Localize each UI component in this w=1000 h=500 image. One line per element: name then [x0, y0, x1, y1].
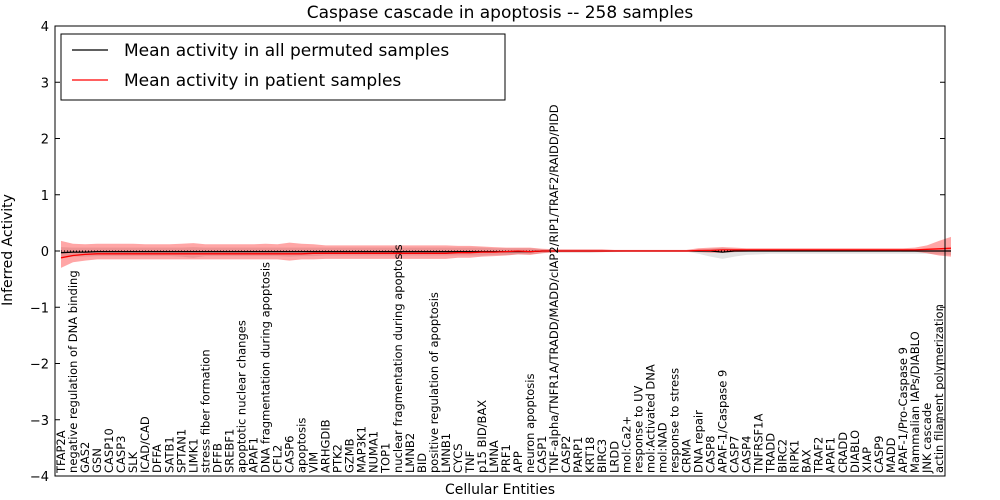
x-tick-label-12: stress fiber formation — [198, 349, 212, 473]
y-tick-label-8: 4 — [41, 20, 49, 35]
x-tick-label-39: neuron apoptosis — [523, 374, 537, 474]
x-tick-label-17: DNA fragmentation during apoptosis — [259, 262, 273, 473]
x-tick-label-51: response to stress — [667, 368, 681, 473]
x-tick-label-31: positive regulation of apoptosis — [427, 292, 441, 473]
legend-label-patient: Mean activity in patient samples — [124, 71, 401, 91]
x-tick-label-9: SATB1 — [162, 436, 176, 473]
x-tick-label-37: PRF1 — [499, 444, 513, 473]
y-axis-label: Inferred Activity — [0, 194, 16, 306]
x-tick-label-6: SLK — [126, 451, 140, 473]
x-tick-label-59: TRADD — [764, 433, 778, 474]
y-tick-label-7: 3 — [41, 76, 49, 91]
x-tick-label-62: BAX — [800, 449, 814, 473]
legend-box — [60, 33, 506, 101]
x-tick-label-70: APAF-1/Pro-Caspase 9 — [896, 347, 910, 473]
x-tick-label-60: BIRC2 — [776, 439, 790, 473]
x-tick-label-49: mol:Activated DNA — [643, 364, 657, 473]
series-band-1 — [61, 236, 951, 268]
x-tick-label-32: LMNB1 — [439, 433, 453, 473]
x-tick-label-45: BIRC3 — [595, 439, 609, 473]
x-tick-label-10: SPTAN1 — [174, 429, 188, 473]
x-tick-label-41: TNF-alpha/TNFR1A/TRADD/MADD/cIAP2/RIP1/T… — [547, 104, 561, 474]
x-tick-label-11: LIMK1 — [186, 438, 200, 473]
x-tick-label-4: CASP10 — [102, 428, 116, 473]
x-tick-label-47: mol:Ca2+ — [619, 416, 633, 473]
x-tick-label-21: VIM — [307, 452, 321, 473]
x-tick-label-24: GZMB — [343, 438, 357, 473]
y-tick-label-3: −1 — [30, 301, 49, 316]
x-tick-label-13: DFFB — [210, 443, 224, 473]
x-tick-label-56: CASP7 — [728, 436, 742, 473]
y-tick-label-6: 2 — [41, 133, 49, 148]
y-tick-label-5: 1 — [41, 189, 49, 204]
x-tick-label-34: TNF — [463, 451, 477, 474]
x-axis-label: Cellular Entities — [445, 482, 555, 498]
x-tick-label-50: mol:NAD — [655, 422, 669, 473]
x-tick-label-71: Mammalian IAPs/DIABLO — [908, 331, 922, 473]
x-tick-label-38: APP — [511, 451, 525, 473]
legend-label-permuted: Mean activity in all permuted samples — [124, 41, 449, 61]
x-tick-label-1: negative regulation of DNA binding — [66, 270, 80, 473]
x-tick-label-48: response to UV — [631, 385, 645, 473]
x-tick-label-3: GSN — [90, 448, 104, 473]
x-tick-label-35: p15 BID/BAX — [475, 400, 489, 473]
chart-title: Caspase cascade in apoptosis -- 258 samp… — [307, 3, 694, 23]
x-tick-label-14: SREBF1 — [222, 429, 236, 473]
x-tick-label-7: ICAD/CAD — [138, 416, 152, 473]
x-tick-label-66: DIABLO — [848, 430, 862, 473]
y-tick-label-2: −2 — [30, 358, 49, 373]
x-tick-label-5: CASP3 — [114, 435, 128, 472]
x-tick-label-28: nuclear fragmentation during apoptosis — [391, 244, 405, 473]
x-tick-label-44: KRT18 — [583, 437, 597, 473]
x-tick-label-2: GAS2 — [78, 442, 92, 473]
x-tick-label-26: NUMA1 — [367, 431, 381, 473]
x-tick-label-8: DFFA — [150, 444, 164, 473]
x-tick-label-15: apoptotic nuclear changes — [234, 320, 248, 473]
x-tick-label-53: DNA repair — [691, 410, 705, 473]
x-tick-label-73: actin filament polymerization — [932, 304, 946, 473]
x-tick-label-40: CASP1 — [535, 436, 549, 473]
x-tick-label-16: APAF1 — [246, 437, 260, 473]
x-tick-label-57: CASP4 — [740, 436, 754, 473]
x-tick-label-20: apoptosis — [295, 418, 309, 473]
x-tick-label-36: LMNA — [487, 440, 501, 473]
x-tick-label-19: CASP6 — [283, 436, 297, 473]
x-tick-label-72: JNK cascade — [920, 403, 934, 474]
series-line-1 — [60, 247, 952, 259]
x-tick-label-67: XIAP — [860, 447, 874, 473]
x-tick-label-61: RIPK1 — [788, 440, 802, 473]
x-tick-label-30: BID — [415, 453, 429, 473]
x-tick-label-64: APAF1 — [824, 437, 838, 473]
x-tick-label-27: TOP1 — [379, 443, 393, 474]
legend: Mean activity in all permuted samples Me… — [60, 33, 506, 101]
x-tick-label-23: PTK2 — [331, 444, 345, 473]
y-tick-label-4: 0 — [41, 245, 49, 260]
x-tick-label-52: CRMA — [679, 439, 693, 473]
x-tick-label-58: TNFRSF1A — [752, 414, 766, 474]
x-tick-label-46: LRDD — [607, 441, 621, 473]
x-tick-label-29: LMNB2 — [403, 433, 417, 473]
y-tick-label-1: −3 — [30, 414, 49, 429]
x-tick-label-69: MADD — [884, 437, 898, 473]
x-tick-label-68: CASP9 — [872, 436, 886, 473]
x-tick-label-33: CYCS — [451, 443, 465, 473]
x-tick-label-25: MAP3K1 — [355, 426, 369, 473]
x-tick-label-55: APAF-1/Caspase 9 — [716, 370, 730, 473]
x-tick-label-63: TRAF2 — [812, 437, 826, 474]
x-tick-label-43: PARP1 — [571, 437, 585, 473]
x-tick-label-54: CASP8 — [704, 436, 718, 473]
y-tick-label-0: −4 — [30, 470, 49, 485]
x-tick-label-22: ARHGDIB — [319, 419, 333, 473]
x-tick-label-42: CASP2 — [559, 435, 573, 472]
x-tick-label-0: TFAP2A — [54, 430, 68, 474]
x-tick-label-65: CRADD — [836, 432, 850, 473]
x-tick-label-18: CFL2 — [271, 445, 285, 473]
